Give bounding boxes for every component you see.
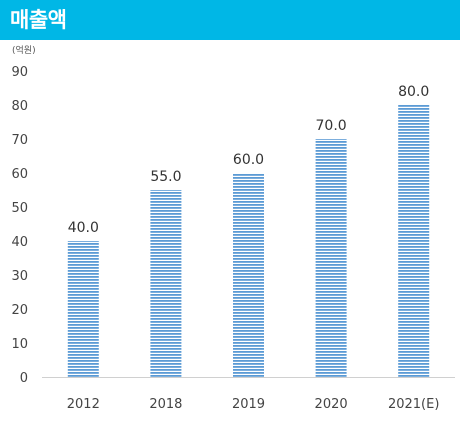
bar-2019 <box>233 173 264 377</box>
y-tick-label: 40 <box>11 235 28 250</box>
x-tick-label: 2021(E) <box>388 397 439 412</box>
bar-2021(E) <box>398 105 430 377</box>
data-label: 55.0 <box>150 169 181 185</box>
chart-header-title: 매출액 <box>10 8 67 32</box>
bar-2018 <box>150 190 182 377</box>
y-tick-label: 0 <box>20 371 28 386</box>
data-labels: 40.0 55.0 60.0 70.0 80.0 <box>68 84 430 236</box>
bar-2020 <box>315 139 347 377</box>
x-tick-label: 2018 <box>149 397 182 412</box>
y-tick-label: 30 <box>11 269 28 284</box>
data-label: 40.0 <box>68 220 99 236</box>
y-tick-label: 80 <box>11 99 28 114</box>
y-tick-label: 70 <box>11 133 28 148</box>
data-label: 70.0 <box>316 118 347 134</box>
y-tick-label: 10 <box>11 337 28 352</box>
data-label: 60.0 <box>233 152 264 168</box>
x-tick-label: 2020 <box>315 397 348 412</box>
bar-series <box>67 105 430 377</box>
x-tick-label: 2012 <box>67 397 100 412</box>
y-tick-label: 90 <box>11 65 28 80</box>
unit-label: (억원) <box>12 46 36 56</box>
y-tick-label: 60 <box>11 167 28 182</box>
x-axis-ticks: 2012 2018 2019 2020 2021(E) <box>67 397 440 412</box>
y-tick-label: 20 <box>11 303 28 318</box>
data-label: 80.0 <box>398 84 429 100</box>
bar-2012 <box>67 241 99 377</box>
x-tick-label: 2019 <box>232 397 265 412</box>
y-tick-label: 50 <box>11 201 28 216</box>
chart-header: 매출액 <box>0 0 460 40</box>
y-axis-ticks: 0 10 20 30 40 50 60 70 80 90 <box>11 65 28 386</box>
